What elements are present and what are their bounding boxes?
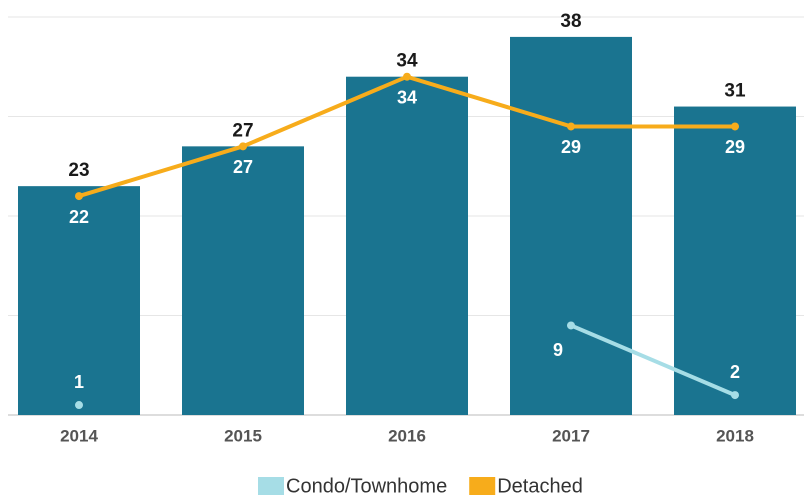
line-value-label: 29 bbox=[725, 137, 745, 157]
line-point bbox=[567, 321, 575, 330]
line-point bbox=[75, 401, 83, 410]
x-tick-label: 2015 bbox=[224, 426, 262, 445]
legend-swatch bbox=[258, 477, 284, 495]
line-value-label: 27 bbox=[233, 157, 253, 177]
line-point bbox=[731, 391, 739, 400]
bar bbox=[510, 36, 632, 416]
line-point bbox=[403, 72, 411, 81]
bar-value-label: 27 bbox=[232, 120, 253, 141]
bar bbox=[346, 76, 468, 415]
line bbox=[570, 323, 736, 397]
line-value-label: 1 bbox=[74, 372, 84, 392]
legend-label: Detached bbox=[497, 475, 583, 495]
bar-value-label: 31 bbox=[724, 81, 746, 102]
line-value-label: 34 bbox=[397, 87, 417, 107]
bar-value-label: 23 bbox=[68, 160, 89, 181]
legend-swatch bbox=[469, 477, 496, 495]
line-value-label: 2 bbox=[730, 362, 740, 382]
line-value-label: 22 bbox=[69, 207, 89, 227]
bar-value-label: 34 bbox=[396, 51, 418, 72]
x-tick-label: 2014 bbox=[60, 426, 98, 445]
legend-label: Condo/Townhome bbox=[286, 475, 447, 495]
line-point bbox=[567, 122, 575, 131]
bar bbox=[182, 146, 304, 415]
line-point bbox=[731, 122, 739, 131]
x-tick-label: 2016 bbox=[388, 426, 426, 445]
bar bbox=[674, 106, 796, 416]
x-tick-label: 2018 bbox=[716, 426, 754, 445]
x-tick-label: 2017 bbox=[552, 426, 590, 445]
line-point bbox=[75, 192, 83, 201]
bar bbox=[18, 186, 140, 415]
bar-value-label: 38 bbox=[560, 11, 581, 32]
line-value-label: 29 bbox=[561, 137, 581, 157]
line-point bbox=[239, 142, 247, 151]
line-value-label: 9 bbox=[553, 340, 563, 360]
